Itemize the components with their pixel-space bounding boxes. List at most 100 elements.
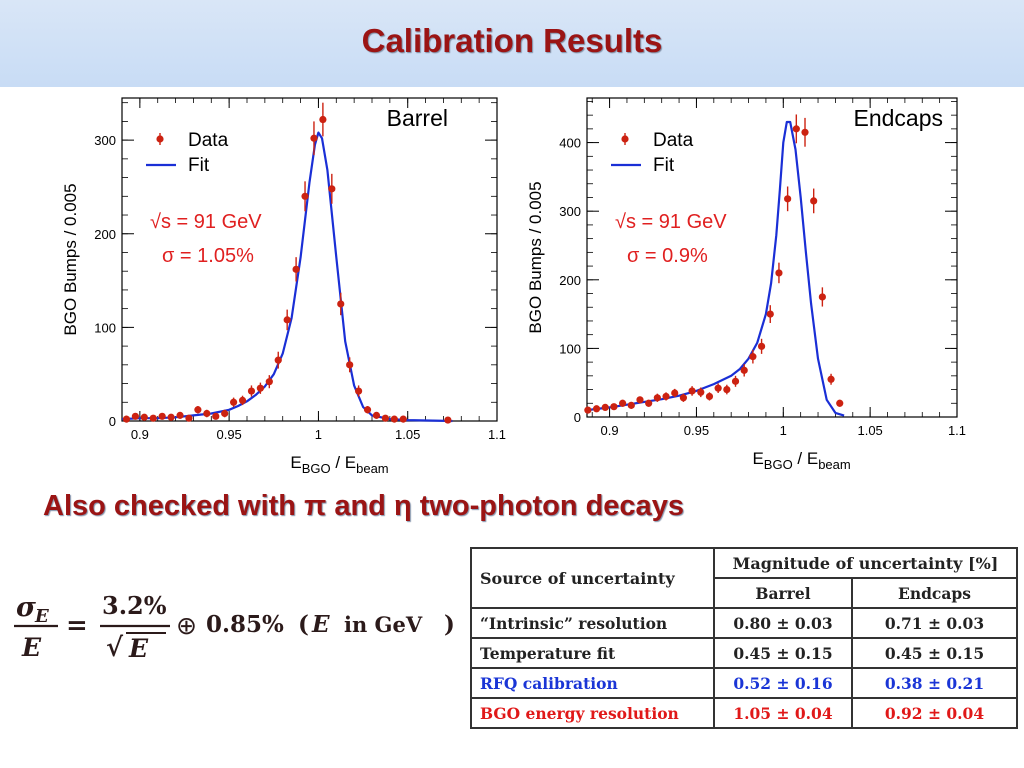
barrel-data-point [167,413,175,421]
endcaps-data-point [705,392,714,401]
endcaps-data-point [714,384,722,392]
barrel-plot-frame [121,97,498,422]
endcaps-y-tick-label: 100 [559,341,581,356]
table-row: RFQ calibration 0.52 ± 0.16 0.38 ± 0.21 [470,667,1018,699]
resolution-formula: σ E E = 3.2% √ E ⊕ 0.85% ( E in GeV ) [14,591,455,663]
row-source: BGO energy resolution [470,697,715,729]
magnitude-header: Magnitude of uncertainty [%] [713,547,1018,579]
formula-variable: E [311,611,330,638]
endcaps-header: Endcaps [851,577,1018,609]
barrel-x-tick-label: 0.95 [216,427,241,442]
barrel-text-layer: 0.9 0.95 1 1.05 1.1 0 100 200 300 Barrel Data Fit √s… [61,105,506,476]
slide-subtitle: Also checked with π and η two-photon dec… [43,490,684,522]
barrel-data-point [122,415,131,423]
row-source: RFQ calibration [470,667,715,699]
endcaps-y-tick-label: 200 [559,273,581,288]
endcaps-data-point [757,342,766,350]
endcaps-y-axis-label: BGO Bumps / 0.005 [526,181,545,333]
uncertainty-table: Source of uncertainty Magnitude of uncer… [470,547,1018,729]
barrel-y-tick-label: 0 [109,414,116,429]
barrel-data-point [310,134,318,142]
endcaps-x-tick-label: 1.05 [857,423,882,438]
endcaps-data-point [836,399,844,407]
formula-denominator-2: E [128,634,149,663]
row-endcaps-value: 0.38 ± 0.21 [851,667,1018,699]
endcaps-data-point [818,293,826,301]
barrel-data-point [372,411,381,419]
formula-constant-term: 0.85% [206,611,284,638]
barrel-x-tick-label: 1 [315,427,322,442]
formula-numerator-2: 3.2% [102,591,167,620]
endcaps-x-tick-label: 1 [780,423,787,438]
row-endcaps-value: 0.45 ± 0.15 [851,637,1018,669]
title-bar: Calibration Results [0,0,1024,87]
barrel-data-point [444,416,452,424]
barrel-x-axis-label: EBGO / Ebeam [290,453,388,476]
barrel-data-point [256,384,264,392]
endcaps-x-tick-label: 0.95 [684,423,709,438]
endcaps-x-tick-label: 1.1 [948,423,966,438]
barrel-legend-fit-label: Fit [188,155,210,176]
row-source: Temperature fit [470,637,715,669]
endcaps-y-tick-label: 0 [574,410,581,425]
endcaps-data-point [775,269,783,277]
barrel-data-point [274,356,282,364]
endcaps-x-axis-label: EBGO / Ebeam [752,449,850,472]
formula-sigma: σ [16,592,36,623]
barrel-data-point [319,115,327,124]
formula-sqrt-sign: √ [106,633,124,663]
endcaps-data-point [801,128,809,136]
endcaps-data-point [592,405,601,413]
endcaps-data-point [766,310,774,318]
formula-left-paren: ( [298,611,309,638]
barrel-y-axis-label: BGO Bumps / 0.005 [61,183,80,335]
barrel-data-point [158,412,166,420]
barrel-annotation-energy: √s = 91 GeV [150,211,262,233]
barrel-data-point [390,415,398,423]
endcaps-data-point [601,403,609,411]
endcaps-legend-fit-label: Fit [653,155,675,176]
formula-right-paren: ) [444,611,455,638]
source-header: Source of uncertainty [470,547,715,609]
row-barrel-value: 0.80 ± 0.03 [713,607,853,639]
barrel-legend-data-label: Data [188,130,229,151]
row-barrel-value: 0.52 ± 0.16 [713,667,853,699]
barrel-plot-title: Barrel [387,105,448,131]
table-row: “Intrinsic” resolution 0.80 ± 0.03 0.71 … [470,607,1018,639]
table-subheader-row: Barrel Endcaps [471,577,1018,609]
endcaps-data-layer [584,114,844,414]
row-barrel-value: 0.45 ± 0.15 [713,637,853,669]
barrel-data-point [328,185,336,193]
barrel-x-tick-label: 1.1 [488,427,506,442]
barrel-data-point [185,414,193,422]
endcaps-data-point [662,392,670,401]
endcaps-data-point [749,353,757,361]
endcaps-legend-data-label: Data [653,130,694,151]
endcaps-data-point [653,394,661,402]
endcaps-data-point [827,375,835,383]
endcaps-data-point [645,399,653,407]
barrel-header: Barrel [713,577,853,609]
table-row: BGO energy resolution 1.05 ± 0.04 0.92 ±… [470,697,1018,729]
barrel-x-tick-label: 0.9 [131,427,149,442]
endcaps-data-point [584,406,592,414]
row-barrel-value: 1.05 ± 0.04 [713,697,853,729]
endcaps-data-point [792,125,800,133]
endcaps-data-point [671,389,679,397]
endcaps-data-point [731,377,740,385]
barrel-data-point [363,406,372,414]
barrel-data-point [247,387,256,395]
endcaps-data-point [619,399,627,407]
barrel-data-layer [122,102,452,424]
formula-equals: = [66,611,88,641]
endcaps-data-point [723,385,731,394]
endcaps-data-point [636,396,644,404]
barrel-axes-box [121,97,498,422]
endcaps-data-point [740,366,748,374]
endcaps-annotation-energy: √s = 91 GeV [615,211,727,233]
row-endcaps-value: 0.92 ± 0.04 [851,697,1018,729]
barrel-legend-data-marker [156,135,164,143]
barrel-data-point [131,412,139,420]
formula-unit: in GeV [344,612,423,637]
endcaps-data-point [610,403,618,411]
